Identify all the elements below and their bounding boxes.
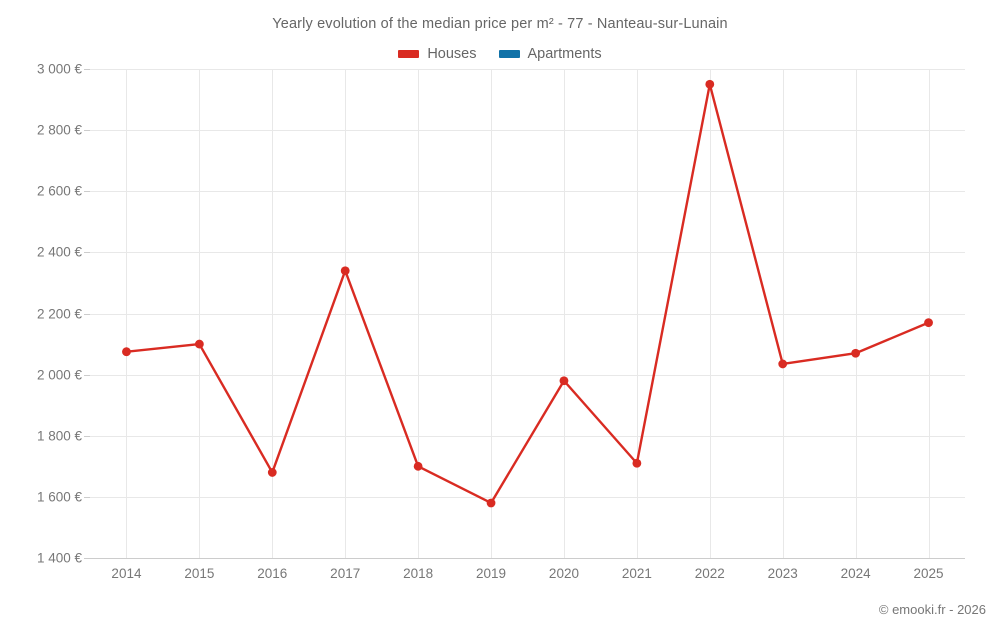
x-axis-tick-label: 2023 xyxy=(767,566,798,581)
legend-item-label: Houses xyxy=(427,46,477,62)
x-axis-tick-label: 2022 xyxy=(694,566,725,581)
chart-title: Yearly evolution of the median price per… xyxy=(272,16,728,32)
chart-legend: Houses Apartments xyxy=(0,46,1000,62)
x-axis-tick-label: 2020 xyxy=(548,566,579,581)
y-axis-tick-mark xyxy=(84,374,90,376)
legend-item-label: Apartments xyxy=(527,46,602,62)
gridline-vertical xyxy=(855,69,857,558)
x-axis-tick-label: 2014 xyxy=(111,566,142,581)
x-axis-line xyxy=(90,558,965,559)
y-axis-tick-label: 2 400 € xyxy=(36,244,82,260)
y-axis-tick-mark xyxy=(84,130,90,132)
legend-item-apartments[interactable]: Apartments xyxy=(498,46,602,62)
gridline-horizontal xyxy=(90,130,965,132)
gridline-vertical xyxy=(782,69,784,558)
gridline-vertical xyxy=(928,69,930,558)
x-axis-tick-label: 2018 xyxy=(403,566,434,581)
y-axis-tick-label: 3 000 € xyxy=(36,61,82,77)
y-axis-tick-label: 1 800 € xyxy=(36,428,82,444)
legend-swatch-icon xyxy=(498,50,520,58)
legend-item-houses[interactable]: Houses xyxy=(398,46,477,62)
gridline-horizontal xyxy=(90,191,965,193)
y-axis-tick-mark xyxy=(84,435,90,437)
y-axis-tick-mark xyxy=(84,69,90,70)
gridline-horizontal xyxy=(90,69,965,70)
y-axis-tick-mark xyxy=(84,191,90,193)
y-axis-tick-mark xyxy=(84,496,90,498)
gridline-vertical xyxy=(272,69,274,558)
x-axis-tick-label: 2025 xyxy=(913,566,944,581)
gridline-vertical xyxy=(563,69,565,558)
y-axis-tick-label: 2 000 € xyxy=(36,367,82,383)
plot-area xyxy=(90,69,965,559)
gridline-vertical xyxy=(345,69,347,558)
y-axis-tick-mark xyxy=(84,313,90,315)
y-axis-tick-mark xyxy=(84,252,90,254)
x-axis-tick-label: 2015 xyxy=(184,566,215,581)
y-axis-tick-mark xyxy=(84,558,90,559)
gridline-vertical xyxy=(636,69,638,558)
gridline-vertical xyxy=(491,69,493,558)
gridline-vertical xyxy=(126,69,128,558)
gridline-vertical xyxy=(709,69,711,558)
y-axis-tick-label: 2 600 € xyxy=(36,183,82,199)
gridline-horizontal xyxy=(90,313,965,315)
gridline-vertical xyxy=(199,69,201,558)
gridline-horizontal xyxy=(90,496,965,498)
gridline-horizontal xyxy=(90,435,965,437)
gridline-horizontal xyxy=(90,374,965,376)
x-axis-tick-label: 2016 xyxy=(257,566,288,581)
y-axis-tick-label: 1 600 € xyxy=(36,489,82,505)
x-axis-labels: 2014 2015 2016 2017 2018 2019 2020 2021 2022 2023… xyxy=(0,566,1000,590)
y-axis-tick-label: 2 800 € xyxy=(36,122,82,138)
legend-swatch-icon xyxy=(398,50,420,58)
x-axis-tick-label: 2021 xyxy=(621,566,652,581)
x-axis-tick-label: 2019 xyxy=(476,566,507,581)
y-axis-tick-label: 1 400 € xyxy=(36,550,82,566)
x-axis-tick-label: 2024 xyxy=(840,566,871,581)
y-axis-tick-label: 2 200 € xyxy=(36,306,82,321)
gridline-vertical xyxy=(418,69,420,558)
footer-credit: © emooki.fr - 2026 xyxy=(878,602,986,617)
x-axis-tick-label: 2017 xyxy=(330,566,361,581)
gridline-horizontal xyxy=(90,252,965,254)
y-axis-labels: 3 000 € 2 800 € 2 600 € 2 400 € 2 200 € 2 000… xyxy=(0,0,82,625)
